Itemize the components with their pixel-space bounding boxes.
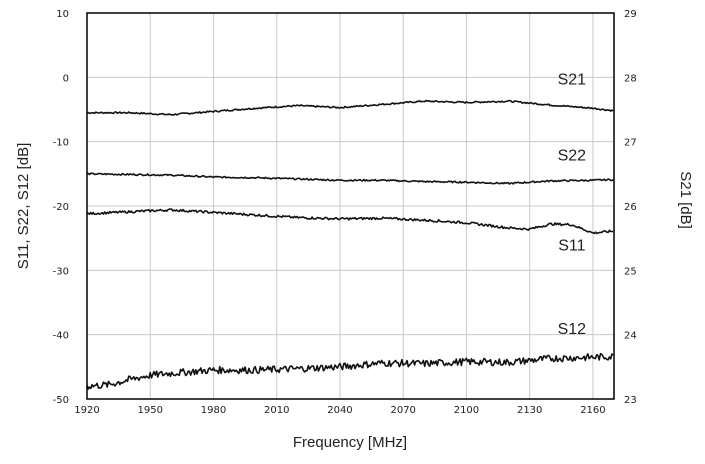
plot-frame <box>86 12 615 400</box>
x-tick-label: 2040 <box>327 405 352 416</box>
x-tick-label: 2130 <box>517 405 542 416</box>
series-label-s21: S21 <box>558 72 587 89</box>
y-axis-right-label: S21 [dB] <box>677 171 694 229</box>
series-line-s11 <box>86 208 614 235</box>
x-tick-label: 2100 <box>454 405 479 416</box>
y-left-tick-label: -40 <box>53 331 69 342</box>
y-left-tick-label: -20 <box>53 202 69 213</box>
x-tick-label: 2010 <box>264 405 289 416</box>
x-tick-label: 2070 <box>390 405 415 416</box>
series-line-s22 <box>86 172 614 185</box>
y-axis-left-label: S11, S22, S12 [dB] <box>15 143 32 269</box>
series-line-s21 <box>86 99 614 116</box>
y-right-tick-label: 27 <box>624 138 637 149</box>
y-right-tick-label: 26 <box>624 202 637 213</box>
series-labels: S21 S22 S11 S12 <box>558 72 587 338</box>
y-left-tick-label: -30 <box>53 266 69 277</box>
series-traces <box>86 99 614 390</box>
series-line-s12 <box>86 352 614 390</box>
y-left-tick-label: -10 <box>53 138 69 149</box>
x-tick-label: 2160 <box>580 405 605 416</box>
tick-labels: 1920 1950 1980 2010 2040 2070 2100 2130 2160 10 0 -… <box>53 9 637 416</box>
series-label-s11: S11 <box>558 238 585 255</box>
y-left-tick-label: 10 <box>56 9 69 20</box>
y-left-tick-label: 0 <box>63 73 69 84</box>
x-tick-label: 1980 <box>201 405 226 416</box>
y-right-tick-label: 24 <box>624 331 637 342</box>
x-tick-label: 1920 <box>74 405 99 416</box>
series-label-s12: S12 <box>558 321 587 338</box>
x-tick-label: 1950 <box>138 405 163 416</box>
grid-lines <box>86 12 614 400</box>
y-right-tick-label: 29 <box>624 9 637 20</box>
y-right-tick-label: 25 <box>624 266 637 277</box>
y-left-tick-label: -50 <box>53 395 69 406</box>
y-right-tick-label: 23 <box>624 395 637 406</box>
y-right-tick-label: 28 <box>624 73 637 84</box>
x-axis-label: Frequency [MHz] <box>293 434 407 451</box>
series-label-s22: S22 <box>558 148 587 165</box>
